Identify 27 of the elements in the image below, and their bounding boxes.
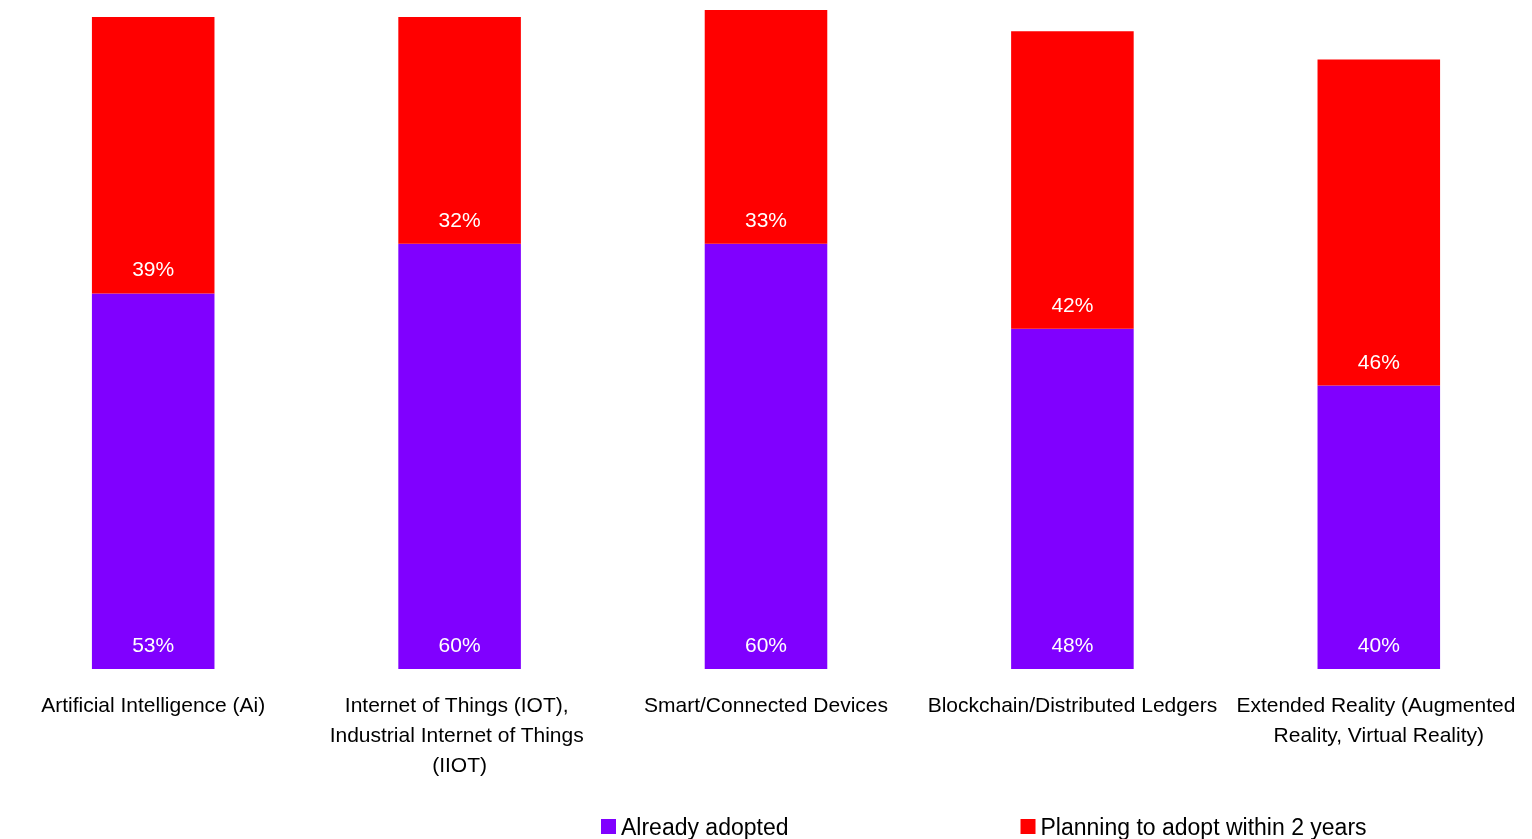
bar	[91, 293, 215, 669]
bar	[1317, 385, 1441, 669]
data-label: 33%	[744, 207, 788, 231]
data-label: 48%	[1051, 633, 1094, 656]
data-label: 40%	[1357, 633, 1400, 656]
x-tick-label: Blockchain/Distributed Ledgers	[927, 692, 1218, 716]
data-label: 32%	[438, 207, 481, 231]
bar	[398, 17, 521, 244]
data-label: 60%	[438, 633, 481, 656]
legend-label: Already adopted	[621, 813, 789, 839]
bar	[704, 243, 828, 669]
data-label: 39%	[132, 257, 175, 281]
bar	[398, 243, 521, 669]
data-label: 60%	[744, 633, 788, 656]
bar	[704, 10, 828, 244]
data-label: 53%	[132, 633, 175, 656]
data-label: 46%	[1357, 349, 1400, 373]
data-label: 42%	[1051, 292, 1094, 316]
x-tick-label: Extended Reality (Augmented Reality, Virtual Reality)	[1236, 692, 1522, 746]
bar	[1011, 328, 1134, 669]
bar	[1317, 59, 1441, 386]
x-tick-label: Smart/Connected Devices	[644, 692, 888, 716]
bar	[91, 17, 215, 294]
bar	[1011, 31, 1134, 329]
legend-label: Planning to adopt within 2 years	[1040, 813, 1367, 839]
x-tick-label: Internet of Things (IOT), Industrial Internet of Things (IIOT)	[329, 692, 590, 776]
x-tick-label: Artificial Intelligence (Ai)	[41, 692, 266, 716]
